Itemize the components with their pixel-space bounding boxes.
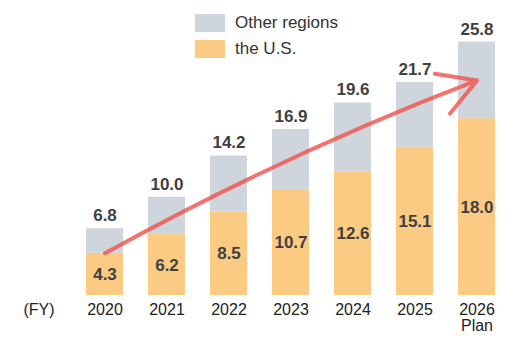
svg-text:2022: 2022 [211, 301, 247, 318]
svg-text:10.0: 10.0 [150, 175, 183, 194]
html-text:the U.S.: the U.S. [235, 39, 297, 58]
svg-text:2025: 2025 [397, 301, 433, 318]
svg-text:2021: 2021 [149, 301, 185, 318]
svg-text:12.6: 12.6 [336, 224, 369, 243]
svg-text:16.9: 16.9 [274, 107, 307, 126]
svg-text:2023: 2023 [273, 301, 309, 318]
svg-text:18.0: 18.0 [460, 198, 493, 217]
svg-text:(FY): (FY) [23, 301, 54, 318]
svg-text:25.8: 25.8 [460, 20, 493, 39]
svg-text:15.1: 15.1 [398, 212, 431, 231]
svg-text:4.3: 4.3 [93, 265, 117, 284]
svg-text:2026Plan: 2026Plan [459, 301, 495, 334]
html-text:Other regions: Other regions [235, 13, 338, 32]
svg-text:19.6: 19.6 [336, 80, 369, 99]
svg-text:6.8: 6.8 [93, 206, 117, 225]
svg-text:21.7: 21.7 [398, 60, 431, 79]
svg-text:6.2: 6.2 [155, 255, 179, 274]
svg-text:8.5: 8.5 [217, 244, 241, 263]
svg-text:10.7: 10.7 [274, 233, 307, 252]
svg-text:14.2: 14.2 [212, 133, 245, 152]
svg-text:2024: 2024 [335, 301, 371, 318]
svg-text:2020: 2020 [87, 301, 123, 318]
